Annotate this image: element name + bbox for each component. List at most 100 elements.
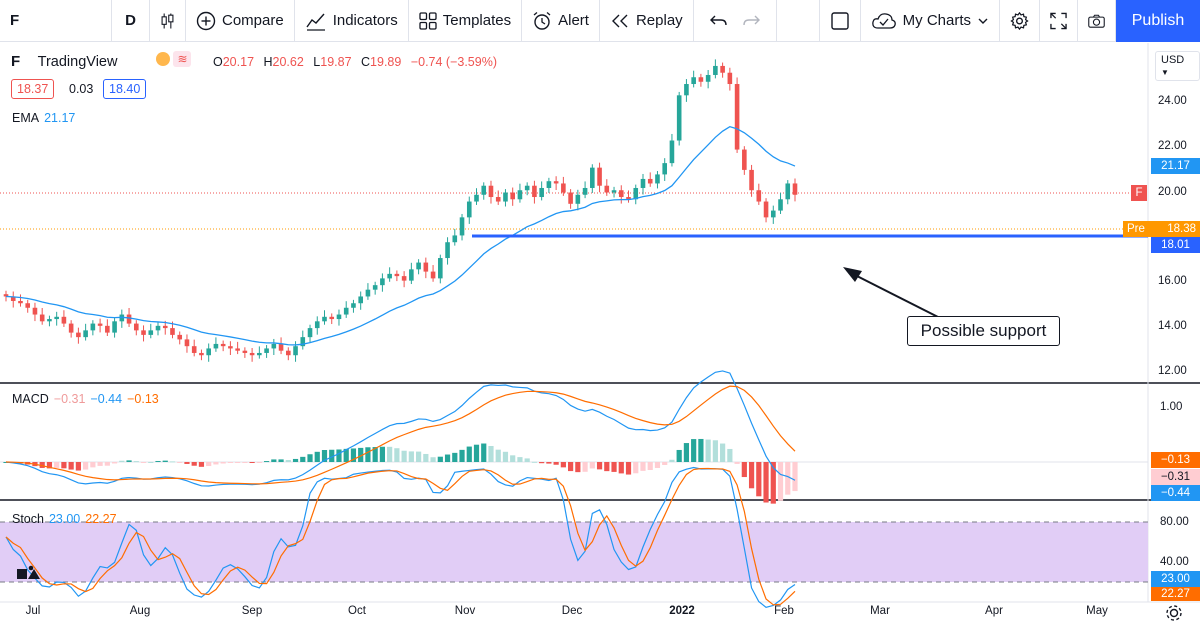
time-tick: Aug: [129, 605, 151, 617]
macd-hist-bar: [387, 446, 393, 462]
ema-label: EMA: [12, 111, 40, 125]
time-tick: Nov: [454, 605, 476, 617]
alarm-clock-icon: [533, 11, 551, 30]
candle-body: [416, 262, 421, 270]
candle-body: [141, 330, 146, 335]
time-tick: Oct: [348, 605, 366, 617]
candle-body: [351, 303, 356, 308]
macd-hist-bar: [488, 446, 494, 462]
currency-select[interactable]: USD ▼: [1155, 51, 1200, 81]
candle-body: [18, 300, 23, 304]
fullscreen-button[interactable]: [1040, 0, 1078, 42]
macd-hist-bar: [68, 462, 74, 470]
macd-hist-bar: [408, 451, 414, 462]
candle-body: [749, 169, 754, 191]
macd-hist-bar: [698, 438, 704, 462]
candle-body: [510, 192, 515, 200]
stoch-lines: [5, 466, 796, 608]
symbol-search-button[interactable]: F: [0, 0, 112, 42]
legend-symbol[interactable]: F: [11, 53, 21, 70]
candle-body: [184, 339, 190, 347]
macd-hist-bar: [720, 443, 726, 462]
candle-body: [336, 314, 342, 320]
layout-select-button[interactable]: [818, 0, 861, 42]
macd-hist-bar: [792, 462, 798, 492]
price-tick: 20.00: [1158, 186, 1187, 198]
macd-hist-bar: [662, 462, 668, 465]
my-charts-button[interactable]: My Charts: [861, 0, 1000, 42]
candle-body: [684, 84, 689, 96]
macd-hist-bar: [654, 462, 661, 468]
replay-label: Replay: [635, 12, 683, 29]
candle-body: [575, 194, 581, 204]
redo-button[interactable]: [736, 0, 777, 42]
snapshot-button[interactable]: [1078, 0, 1116, 42]
compare-button[interactable]: Compare: [186, 0, 295, 42]
close-value: 19.89: [370, 55, 402, 69]
macd-hist-bar: [517, 457, 523, 462]
time-tick: Apr: [985, 605, 1003, 617]
stoch-d-line: [5, 467, 796, 606]
candle-body: [503, 192, 508, 202]
candle-body: [604, 185, 610, 193]
candle-body: [170, 328, 175, 335]
stoch-tick: 80.00: [1160, 516, 1189, 528]
macd-hist-bar: [372, 447, 378, 462]
candle-body: [474, 194, 479, 202]
annotation-label[interactable]: Possible support: [907, 316, 1060, 346]
macd-hist-bar: [553, 462, 559, 465]
macd-hist-bar: [314, 451, 320, 462]
candle-body: [343, 307, 349, 315]
macd-hist-bar: [39, 462, 45, 468]
square-icon: [830, 11, 849, 30]
top-toolbar: F D Compare Indicators Templates Alert R…: [0, 0, 1200, 42]
alert-button[interactable]: Alert: [522, 0, 600, 42]
macd-hist-bar: [133, 461, 139, 463]
macd-hist-bar: [452, 452, 458, 462]
templates-button[interactable]: Templates: [409, 0, 523, 42]
macd-hist-bar: [220, 462, 226, 464]
low-label: L: [313, 55, 321, 69]
candle-body: [517, 190, 523, 200]
macd-hist-bar: [61, 462, 67, 469]
legend-row: F TradingView: [11, 53, 117, 70]
candle-body: [618, 190, 624, 198]
symbol-label: F: [10, 12, 20, 29]
macd-hist-bar: [242, 462, 248, 463]
legend-source: TradingView: [37, 54, 118, 70]
cloud-check-icon: [871, 12, 896, 29]
macd-hist-bar: [292, 458, 299, 462]
macd-hist-bar: [169, 461, 176, 463]
macd-hist-bar: [83, 462, 89, 470]
chart-type-button[interactable]: [150, 0, 186, 42]
candle-body: [495, 197, 501, 202]
interval-button[interactable]: D: [112, 0, 150, 42]
time-axis-settings-gear-icon[interactable]: [1166, 605, 1182, 621]
undo-button[interactable]: [694, 0, 736, 42]
replay-button[interactable]: Replay: [600, 0, 694, 42]
macd-hist-bar: [162, 460, 168, 462]
bid-box[interactable]: 18.37: [11, 79, 55, 99]
candle-body: [242, 350, 248, 353]
candle-body: [561, 183, 566, 193]
indicators-button[interactable]: Indicators: [295, 0, 409, 42]
pane-separators: [0, 43, 1200, 603]
candle-body: [713, 65, 718, 75]
stoch-k-value: 23.00: [48, 512, 81, 526]
candle-body: [553, 181, 559, 184]
settings-button[interactable]: [1000, 0, 1040, 42]
candle-body: [611, 190, 617, 193]
macd-hist-bar: [329, 449, 335, 462]
price-chart[interactable]: [0, 43, 1200, 625]
macd-hist-bar: [227, 462, 233, 463]
publish-button[interactable]: Publish: [1116, 0, 1200, 42]
ask-box[interactable]: 18.40: [103, 79, 147, 99]
macd-hist-value: −0.31: [53, 392, 86, 406]
candle-body: [90, 323, 96, 331]
annotation-arrow[interactable]: [843, 267, 941, 319]
candle-body: [365, 289, 371, 297]
candle-body: [105, 325, 110, 333]
macd-hist-bar: [111, 462, 118, 464]
pre-label: Pre: [1127, 223, 1145, 235]
fullscreen-icon: [1050, 12, 1067, 29]
